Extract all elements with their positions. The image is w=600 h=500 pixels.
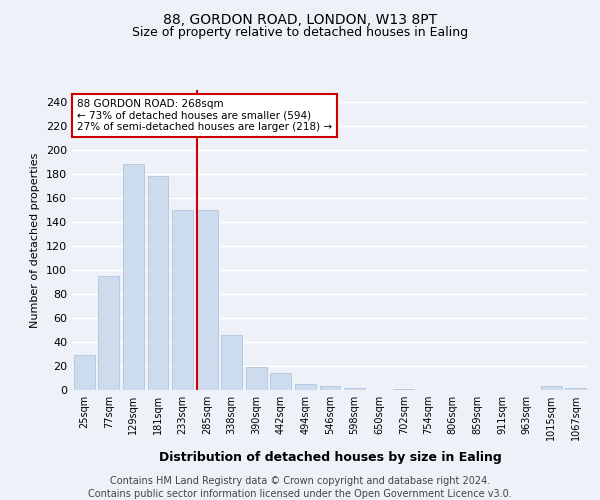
Text: Contains HM Land Registry data © Crown copyright and database right 2024.: Contains HM Land Registry data © Crown c…	[110, 476, 490, 486]
Y-axis label: Number of detached properties: Number of detached properties	[31, 152, 40, 328]
Text: Size of property relative to detached houses in Ealing: Size of property relative to detached ho…	[132, 26, 468, 39]
Bar	[98, 276, 119, 390]
Bar	[123, 164, 144, 390]
Text: Distribution of detached houses by size in Ealing: Distribution of detached houses by size …	[158, 451, 502, 464]
Bar	[246, 367, 267, 390]
Bar	[221, 335, 242, 390]
Bar	[295, 384, 316, 390]
Text: 88, GORDON ROAD, LONDON, W13 8PT: 88, GORDON ROAD, LONDON, W13 8PT	[163, 12, 437, 26]
Bar	[344, 388, 365, 390]
Text: Contains public sector information licensed under the Open Government Licence v3: Contains public sector information licen…	[88, 489, 512, 499]
Bar	[271, 373, 292, 390]
Bar	[541, 386, 562, 390]
Bar	[393, 389, 414, 390]
Bar	[197, 210, 218, 390]
Bar	[320, 386, 340, 390]
Bar	[148, 176, 169, 390]
Bar	[74, 355, 95, 390]
Bar	[565, 388, 586, 390]
Bar	[172, 210, 193, 390]
Text: 88 GORDON ROAD: 268sqm
← 73% of detached houses are smaller (594)
27% of semi-de: 88 GORDON ROAD: 268sqm ← 73% of detached…	[77, 99, 332, 132]
